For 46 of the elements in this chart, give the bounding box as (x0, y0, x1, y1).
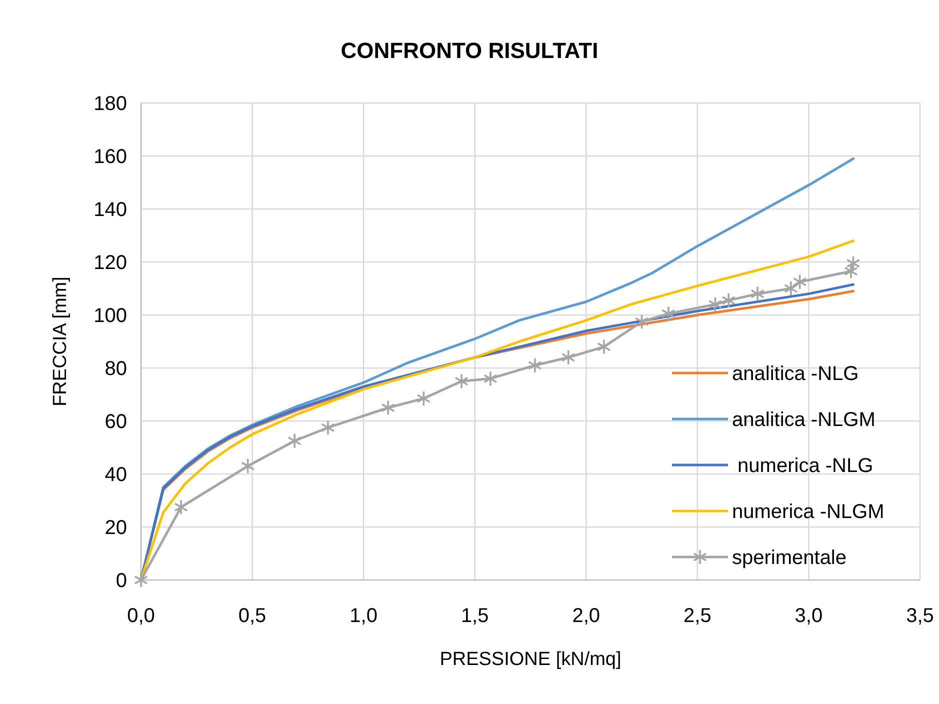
point (596, 338, 611, 355)
y-tick-label: 160 (94, 146, 127, 168)
x-tick-label: 2,5 (684, 605, 712, 627)
x-tick-label: 1,5 (460, 605, 489, 627)
point (634, 314, 649, 330)
legend-label: analitica -NLGM (732, 409, 876, 431)
point (483, 370, 498, 386)
y-tick-label: 40 (104, 464, 127, 486)
point (784, 280, 798, 296)
point (416, 390, 431, 406)
y-tick-label: 80 (104, 358, 127, 380)
y-tick-label: 140 (94, 199, 127, 221)
point (792, 274, 807, 290)
y-tick-label: 60 (104, 411, 127, 433)
y-tick-label: 20 (104, 517, 127, 539)
point (528, 357, 542, 374)
legend-label: numerica -NLG (732, 455, 874, 477)
point (288, 432, 302, 449)
point (561, 350, 576, 366)
y-tick-label: 0 (116, 570, 127, 592)
y-tick-label: 180 (94, 93, 127, 115)
point (722, 292, 736, 308)
point (846, 255, 860, 272)
legend-label: sperimentale (732, 547, 847, 569)
point (174, 499, 188, 516)
point (321, 420, 335, 436)
x-tick-label: 2,0 (572, 605, 600, 627)
point (750, 286, 764, 302)
point (454, 373, 468, 390)
legend-label: numerica -NLGM (732, 501, 884, 523)
x-tick-label: 1,0 (350, 605, 378, 627)
point (708, 296, 722, 312)
chart-title: CONFRONTO RISULTATI (340, 38, 598, 63)
y-tick-label: 100 (94, 305, 127, 327)
x-axis-title: PRESSIONE [kN/mq] (440, 649, 622, 670)
x-tick-label: 3,0 (794, 605, 823, 627)
legend-label: analitica -NLG (732, 363, 859, 385)
x-tick-label: 0,5 (238, 605, 266, 627)
point (662, 306, 676, 322)
point (134, 572, 148, 588)
point (240, 458, 255, 474)
x-tick-label: 0,0 (127, 605, 155, 627)
point (381, 400, 396, 416)
y-axis-title: FRECCIA [mm] (50, 276, 71, 406)
y-tick-label: 120 (94, 252, 127, 274)
x-tick-label: 3,5 (906, 605, 934, 627)
